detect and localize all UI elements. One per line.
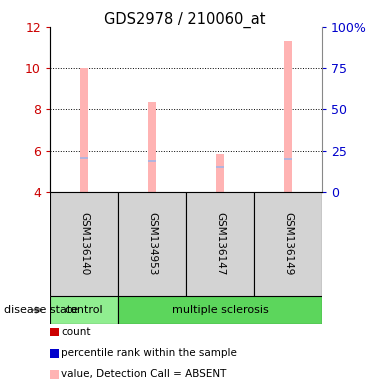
Text: count: count <box>61 327 91 337</box>
Bar <box>148 102 156 192</box>
Bar <box>284 157 292 160</box>
Bar <box>284 41 292 192</box>
Bar <box>254 192 322 296</box>
Text: percentile rank within the sample: percentile rank within the sample <box>61 348 237 358</box>
Bar <box>216 166 224 168</box>
Bar <box>118 192 186 296</box>
Text: disease state: disease state <box>4 305 78 315</box>
Bar <box>80 68 88 192</box>
Bar <box>50 296 118 324</box>
Text: GSM136149: GSM136149 <box>283 212 293 276</box>
Bar <box>118 296 322 324</box>
Text: GSM136140: GSM136140 <box>79 212 89 275</box>
Bar <box>148 160 156 162</box>
Bar <box>216 154 224 192</box>
Text: control: control <box>65 305 103 315</box>
Text: GSM134953: GSM134953 <box>147 212 157 276</box>
Bar <box>80 157 88 159</box>
Text: value, Detection Call = ABSENT: value, Detection Call = ABSENT <box>61 369 227 379</box>
Text: multiple sclerosis: multiple sclerosis <box>172 305 268 315</box>
Text: GDS2978 / 210060_at: GDS2978 / 210060_at <box>104 12 266 28</box>
Bar <box>186 192 254 296</box>
Text: GSM136147: GSM136147 <box>215 212 225 276</box>
Bar <box>50 192 118 296</box>
